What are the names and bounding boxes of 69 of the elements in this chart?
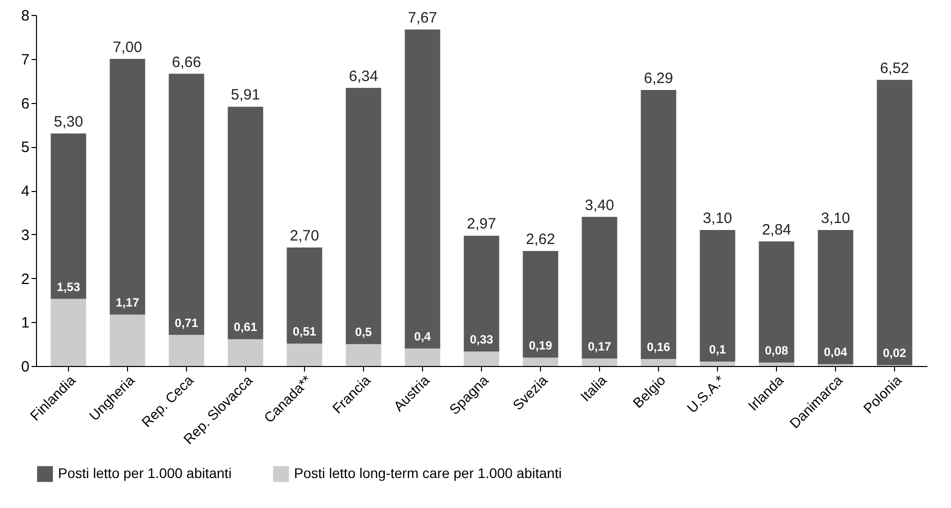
bar (582, 358, 618, 366)
bar (582, 216, 618, 359)
data-label: 0,02 (882, 346, 907, 360)
total-label: 2,62 (526, 231, 556, 248)
total-label: 3,40 (584, 196, 614, 214)
data-label: 0,5 (355, 325, 372, 340)
total-label: 2,70 (290, 228, 320, 245)
y-tick-label: 8 (21, 8, 30, 24)
bar (464, 352, 500, 366)
data-label: 0,71 (174, 316, 198, 330)
data-label: 0,17 (588, 340, 612, 354)
bar (110, 58, 146, 315)
bar (522, 358, 558, 366)
data-label: 0,33 (470, 332, 494, 347)
total-label: 2,84 (762, 221, 792, 238)
data-label: 0,04 (824, 345, 848, 360)
bar (640, 90, 676, 359)
data-label: 1,17 (116, 296, 140, 310)
data-label: 0,08 (764, 343, 789, 358)
bar (818, 230, 854, 364)
legend-label: Posti letto long-term care per 1.000 abitanti (294, 465, 562, 482)
bar (758, 241, 794, 362)
total-label: 6,29 (644, 70, 674, 88)
bar (110, 314, 146, 366)
y-tick-label: 7 (21, 51, 30, 68)
total-label: 6,66 (172, 54, 202, 71)
bar (228, 339, 264, 366)
total-label: 3,10 (820, 210, 850, 227)
bar (522, 251, 558, 358)
y-tick-label: 6 (21, 95, 30, 112)
data-label: 0,61 (234, 320, 258, 334)
y-tick-label: 5 (21, 139, 30, 156)
bar (286, 344, 322, 366)
y-tick-label: 2 (21, 270, 30, 288)
bar (876, 80, 912, 366)
bar (50, 298, 86, 366)
bar (700, 230, 736, 362)
bar (286, 248, 322, 344)
bar (404, 348, 440, 366)
data-label: 0,4 (414, 329, 432, 344)
y-tick-label: 4 (21, 183, 30, 200)
bar (404, 29, 440, 348)
data-label: 1,53 (56, 280, 80, 294)
y-tick-label: 1 (21, 314, 30, 332)
bar (228, 106, 264, 340)
bar (50, 133, 86, 299)
total-label: 6,52 (880, 60, 910, 77)
data-label: 0,51 (292, 324, 316, 339)
total-label: 5,30 (54, 113, 84, 130)
bar (168, 334, 204, 366)
bar (700, 362, 736, 366)
total-label: 7,67 (408, 9, 438, 26)
total-label: 2,97 (466, 216, 496, 233)
total-label: 3,10 (702, 210, 732, 227)
bar (758, 362, 794, 366)
total-label: 6,34 (348, 68, 378, 85)
y-tick-label: 3 (21, 226, 30, 244)
total-label: 7,00 (112, 38, 142, 56)
data-label: 0,16 (646, 340, 671, 354)
bar (640, 358, 676, 366)
bar (464, 236, 500, 352)
data-label: 0,1 (709, 342, 726, 357)
legend-label: Posti letto per 1.000 abitanti (58, 465, 232, 482)
y-tick-label: 0 (21, 358, 30, 376)
bar (346, 88, 382, 344)
bar (168, 74, 204, 335)
total-label: 5,91 (230, 86, 260, 104)
data-label: 0,19 (528, 338, 553, 353)
bar (346, 344, 382, 366)
